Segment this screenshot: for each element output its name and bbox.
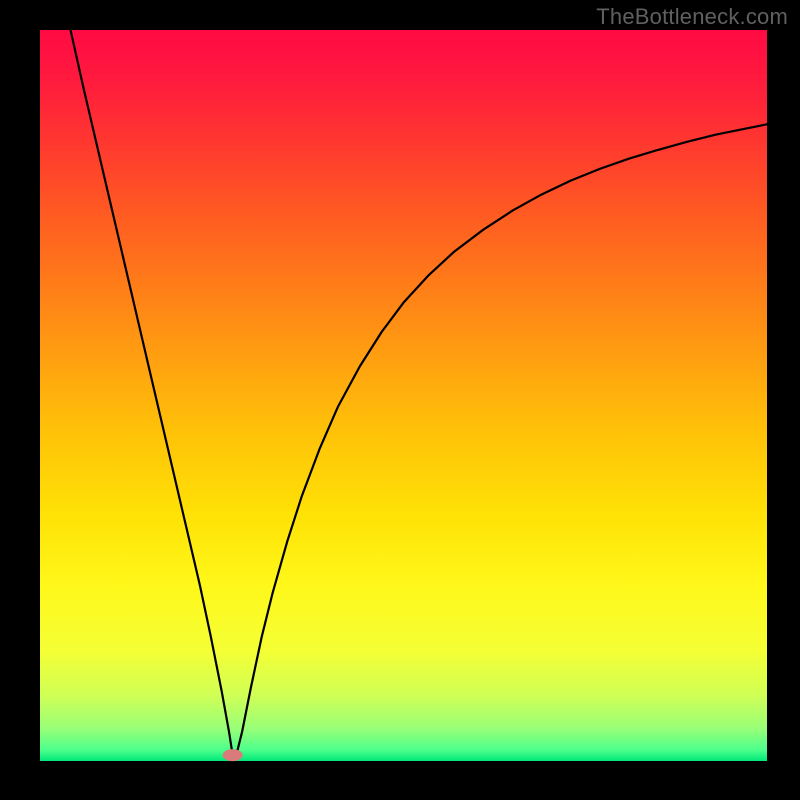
plot-background [40, 30, 767, 761]
bottleneck-chart [0, 0, 800, 800]
chart-container: TheBottleneck.com [0, 0, 800, 800]
watermark-text: TheBottleneck.com [596, 4, 788, 30]
optimal-point-marker [223, 749, 243, 761]
